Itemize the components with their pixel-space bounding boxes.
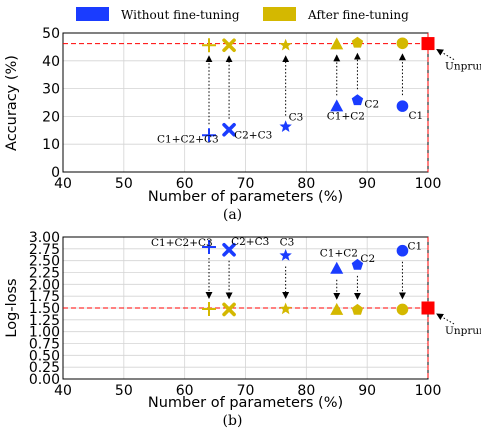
point-label: C1+C2+C3 (151, 237, 213, 249)
x-tick-label: 80 (297, 383, 315, 399)
y-tick-label: 2.25 (29, 266, 60, 282)
point-label: C1 (407, 241, 422, 253)
point-label: C2+C3 (231, 236, 269, 248)
after-finetune-triangle-marker (330, 37, 344, 50)
y-tick-label: 40 (42, 54, 60, 70)
plot-frame (62, 32, 429, 173)
after-finetune-x-marker (222, 302, 236, 317)
y-tick-label: 2.00 (29, 277, 60, 293)
after-finetune-plus-marker (202, 38, 216, 53)
unpruned-arrow (436, 49, 455, 60)
legend-label-without: Without fine-tuning (121, 8, 240, 22)
after-finetune-star-marker (279, 38, 292, 51)
after-finetune-circle-marker (396, 37, 409, 50)
x-tick-label: 60 (176, 383, 194, 399)
after-finetune-pentagon-marker (351, 303, 364, 315)
after-finetune-plus-marker (202, 301, 216, 316)
panel-caption: (a) (223, 207, 242, 223)
y-tick-label: 1.25 (29, 313, 60, 329)
after-finetune-pentagon-marker (351, 36, 364, 48)
y-tick-label: 0.25 (29, 360, 60, 376)
without-finetune-triangle-marker (330, 99, 344, 112)
point-label: C1 (408, 110, 423, 122)
unpruned-marker (421, 301, 435, 315)
without-finetune-pentagon-marker (351, 258, 364, 270)
y-tick-label: 50 (42, 26, 60, 42)
x-tick-label: 100 (415, 176, 442, 192)
without-finetune-circle-marker (396, 244, 409, 257)
unpruned-label: Unpruned (445, 61, 481, 73)
unpruned-marker (421, 37, 435, 51)
y-tick-label: 10 (42, 137, 60, 153)
after-finetune-star-marker (279, 302, 292, 315)
x-tick-label: 50 (115, 383, 133, 399)
x-axis-label: Number of parameters (%) (148, 189, 343, 205)
without-finetune-triangle-marker (330, 261, 344, 274)
panel-caption: (b) (223, 413, 243, 429)
y-tick-label: 1.75 (29, 289, 60, 305)
point-label: C1+C2 (320, 248, 358, 260)
x-tick-label: 50 (115, 176, 133, 192)
after-finetune-circle-marker (396, 303, 409, 316)
after-finetune-x-marker (222, 38, 236, 53)
y-axis-label: Accuracy (%) (4, 55, 20, 151)
without-finetune-x-marker (222, 242, 236, 257)
accuracy-panel: 40 50 60 70 80 90 100 0 10 20 30 40 50 Number of para… (4, 26, 481, 223)
y-tick-label: 1.50 (29, 301, 60, 317)
point-label: C3 (289, 112, 304, 124)
without-finetune-star-marker (279, 120, 292, 132)
unpruned-arrow (436, 313, 455, 325)
without-finetune-plus-marker (202, 128, 216, 143)
x-tick-label: 60 (176, 176, 194, 192)
logloss-panel: 40 50 60 70 80 90 1000.000.250.500.751.001.251… (4, 230, 481, 429)
y-tick-label: 2.50 (29, 254, 60, 270)
x-tick-label: 40 (54, 176, 72, 192)
x-tick-label: 70 (237, 383, 255, 399)
x-tick-label: 80 (297, 176, 315, 192)
unpruned-label: Unpruned (445, 325, 481, 337)
y-axis-label: Log-loss (4, 278, 20, 337)
x-tick-label: 90 (358, 176, 376, 192)
x-tick-label: 100 (415, 383, 442, 399)
legend-swatch-without (76, 7, 109, 21)
without-finetune-star-marker (279, 248, 292, 261)
without-finetune-plus-marker (202, 239, 216, 254)
point-label: C3 (280, 236, 295, 248)
y-tick-label: 0.75 (29, 337, 60, 353)
legend-swatch-after (263, 7, 296, 21)
y-tick-label: 1.00 (29, 325, 60, 341)
point-label: C1+C2 (327, 110, 365, 122)
without-finetune-circle-marker (396, 100, 409, 112)
point-label: C2 (364, 98, 379, 110)
x-tick-label: 40 (54, 383, 72, 399)
x-tick-label: 90 (358, 383, 376, 399)
y-tick-label: 3.00 (29, 230, 60, 246)
point-label: C2+C3 (234, 130, 272, 142)
after-finetune-triangle-marker (330, 302, 344, 315)
y-tick-label: 30 (42, 82, 60, 98)
point-label: C2 (360, 253, 375, 265)
y-tick-label: 20 (42, 109, 60, 125)
y-tick-label: 0 (51, 165, 60, 181)
x-tick-label: 70 (237, 176, 255, 192)
legend: Without fine-tuning After fine-tuning (76, 7, 409, 22)
y-tick-label: 2.75 (29, 242, 60, 258)
y-tick-label: 0.50 (29, 348, 60, 364)
y-tick-label: 0.00 (29, 372, 60, 388)
without-finetune-pentagon-marker (351, 94, 364, 106)
without-finetune-x-marker (222, 122, 236, 137)
x-axis-label: Number of parameters (%) (148, 395, 343, 411)
point-label: C1+C2+C3 (157, 133, 219, 145)
legend-label-after: After fine-tuning (307, 8, 409, 22)
